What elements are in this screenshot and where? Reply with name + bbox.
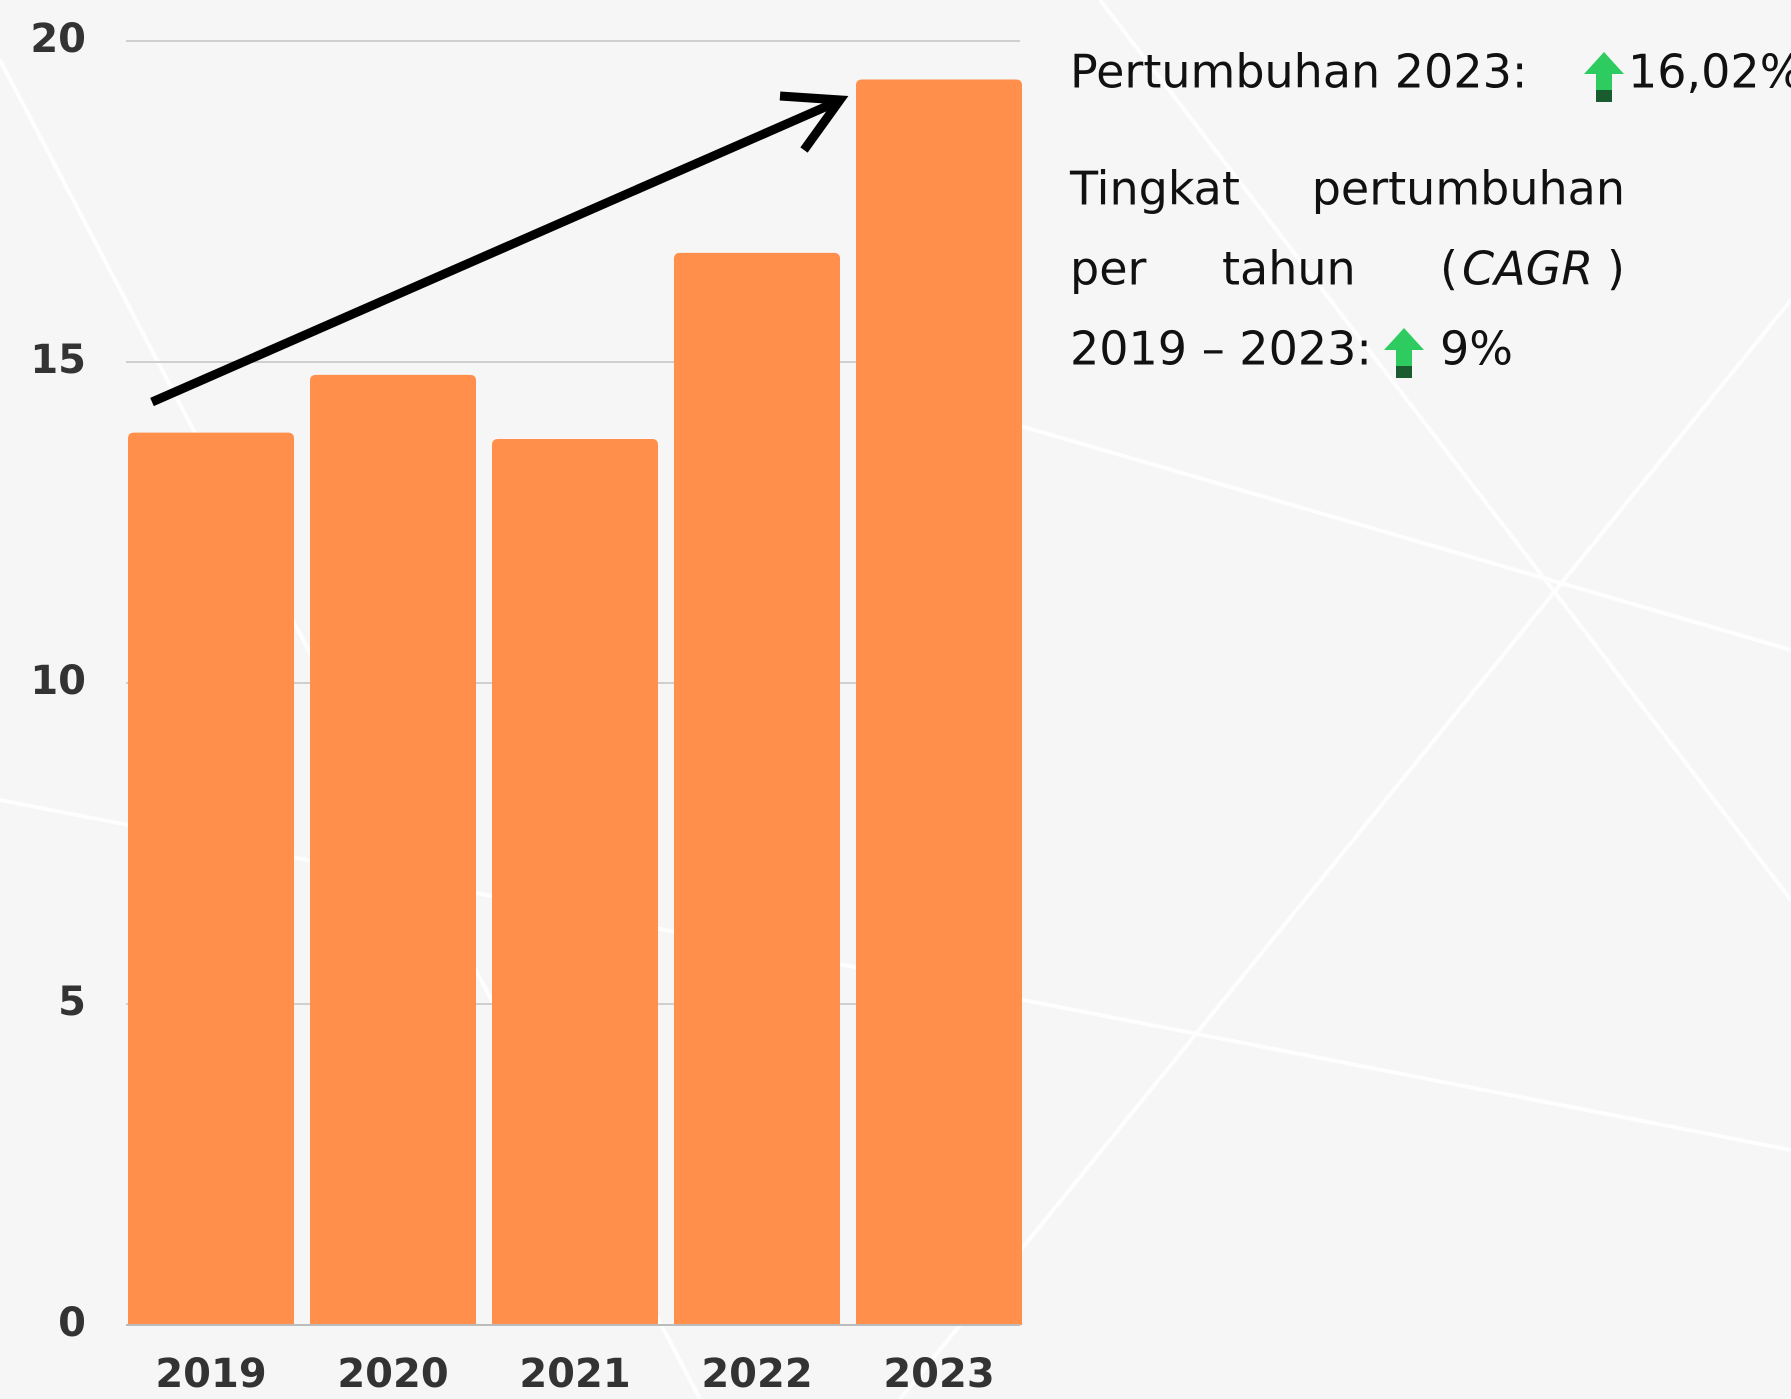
cagr-text: Tingkat [1069,162,1240,216]
bar [128,432,294,1325]
y-tick-label: 15 [30,337,86,383]
x-tick-label: 2020 [337,1351,448,1397]
up-icon [1384,328,1424,378]
cagr-text: 2019 – 2023: [1070,322,1372,376]
up-icon [1584,52,1624,102]
bar [492,439,658,1325]
y-tick-label: 10 [30,658,86,704]
x-tick-label: 2021 [519,1351,630,1397]
growth-value: 16,02% [1628,45,1791,99]
bar [856,79,1022,1325]
cagr-text: CAGR [1462,242,1593,296]
bar [310,374,476,1326]
y-tick-label: 5 [58,979,86,1025]
cagr-text: ) [1607,242,1625,296]
x-tick-label: 2022 [701,1351,812,1397]
trend-arrow-head [779,91,849,153]
plot-area: 0 5 10 15 20 2019 2020 2021 2022 2023 [30,16,1022,1397]
cagr-text: tahun [1222,242,1356,296]
cagr-text: ( [1440,242,1458,296]
bar [674,252,840,1326]
y-tick-label: 20 [30,16,86,62]
trend-arrow [150,99,834,407]
x-tick-label: 2019 [155,1351,266,1397]
cagr-text: per [1070,242,1147,296]
x-tick-label: 2023 [883,1351,994,1397]
growth-label: Pertumbuhan 2023: [1070,45,1527,99]
cagr-text: pertumbuhan [1312,162,1625,216]
y-tick-label: 0 [58,1300,86,1346]
cagr-value: 9% [1440,322,1513,376]
